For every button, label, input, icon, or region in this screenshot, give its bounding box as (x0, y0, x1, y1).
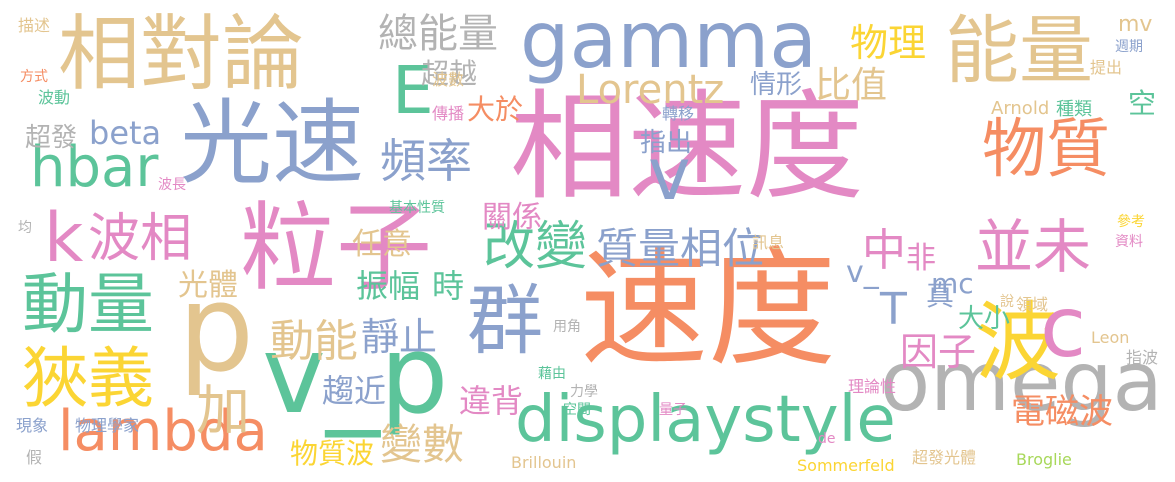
word-item: 任意 (352, 227, 412, 262)
word-item: v_p (262, 313, 449, 438)
word-item: 趨近 (322, 372, 387, 410)
word-item: 違背 (459, 382, 524, 420)
word-item: 情形 (750, 70, 803, 100)
word-item: 相速度 (510, 78, 865, 216)
word-item: v (648, 132, 691, 216)
word-item: 力學 (570, 384, 598, 400)
word-item: 提出 (1090, 58, 1123, 77)
word-item: 粒子 (240, 192, 432, 304)
word-item: lambda (58, 399, 268, 464)
word-item: 波 (975, 293, 1061, 393)
word-item: 理論性 (848, 377, 897, 396)
word-item: 因子 (900, 330, 977, 374)
word-item: T (880, 284, 907, 335)
word-item: 波動 (38, 88, 71, 107)
word-item: 指出 (640, 128, 693, 158)
word-item: 改變 (483, 217, 588, 277)
word-item: 電磁波 (1011, 392, 1113, 432)
word-item: Arnold (991, 98, 1050, 119)
word-item: 物理 (850, 21, 927, 65)
word-item: 空間 (563, 402, 591, 418)
word-item: 靜止 (361, 315, 438, 359)
word-item: 訊息 (752, 233, 785, 252)
word-item: 傳播 (432, 104, 465, 123)
word-item: c (1040, 278, 1087, 376)
word-item: 超發光體 (912, 448, 977, 467)
word-item: 波長 (158, 177, 186, 193)
word-item: Lorentz (576, 67, 725, 113)
word-item: 非 (906, 241, 936, 276)
word-item: 均 (18, 220, 32, 236)
word-item: 變數 (380, 420, 465, 469)
word-item: mc (931, 267, 974, 300)
word-item: 用角 (553, 319, 581, 335)
word-item: 中 (862, 225, 906, 276)
word-item: E (392, 52, 434, 129)
word-item: 量子 (659, 402, 687, 418)
word-item: 總能量 (378, 11, 498, 57)
word-item: omega (880, 335, 1163, 430)
word-item: 大於 (467, 93, 524, 126)
word-item: 基本性質 (389, 200, 445, 216)
word-item: 藉由 (538, 366, 566, 382)
word-item: gamma (520, 0, 818, 86)
word-item: 空 (1128, 87, 1157, 120)
word-item: displaystyle (515, 383, 896, 457)
word-item: 質量相位 (596, 224, 765, 273)
word-item: Broglie (1016, 450, 1072, 469)
word-item: 指波 (1126, 348, 1159, 367)
word-item: de (818, 431, 836, 447)
word-item: Leon (1091, 328, 1130, 347)
word-item: p (178, 260, 255, 399)
word-item: 振幅 (356, 267, 421, 305)
word-item: beta (89, 114, 162, 152)
word-item: 資料 (1115, 234, 1143, 250)
word-item: 物質 (982, 113, 1110, 187)
word-item: 參考 (1117, 214, 1145, 230)
word-item: 大小 (958, 304, 1011, 334)
word-item: 物質波 (290, 437, 375, 470)
word-item: 種類 (1056, 99, 1092, 120)
word-item: 動能 (270, 316, 358, 367)
word-item: 光體 (178, 268, 238, 303)
word-item: 時 (432, 267, 465, 305)
word-item: 波相 (88, 209, 193, 269)
word-item: 狹義 (22, 340, 154, 417)
word-item: 假 (26, 448, 43, 467)
word-item: 說 (1000, 294, 1014, 310)
word-item: 群 (467, 276, 543, 365)
word-item: 領域 (1016, 295, 1049, 314)
word-item: 頻率 (380, 134, 472, 188)
word-item: 動量 (22, 266, 154, 343)
word-item: hbar (30, 135, 159, 200)
word-item: 超越 (421, 57, 478, 90)
word-item: 物理學家 (75, 416, 140, 435)
word-item: v_ (846, 255, 879, 290)
word-item: 週期 (1115, 39, 1143, 55)
word-item: Brillouin (511, 453, 577, 472)
word-item: 轉移 (662, 104, 695, 123)
word-item: mv (1118, 12, 1153, 37)
word-item: 相對論 (58, 7, 305, 102)
word-item: 加 (196, 379, 250, 442)
word-item: 超發 (25, 123, 78, 153)
word-item: 並未 (975, 213, 1092, 281)
word-item: 比值 (815, 65, 888, 106)
word-item: 速度 (580, 235, 837, 384)
word-item: 光速 (180, 90, 365, 197)
word-item: 真 (926, 279, 955, 312)
word-item: 波數 (432, 70, 465, 89)
word-item: 現象 (16, 416, 49, 435)
word-item: 關係 (482, 200, 542, 235)
word-item: Sommerfeld (797, 456, 895, 475)
word-item: 能量 (945, 8, 1093, 94)
word-item: 方式 (20, 69, 48, 85)
word-item: k (44, 199, 84, 278)
word-item: 描述 (18, 16, 51, 35)
